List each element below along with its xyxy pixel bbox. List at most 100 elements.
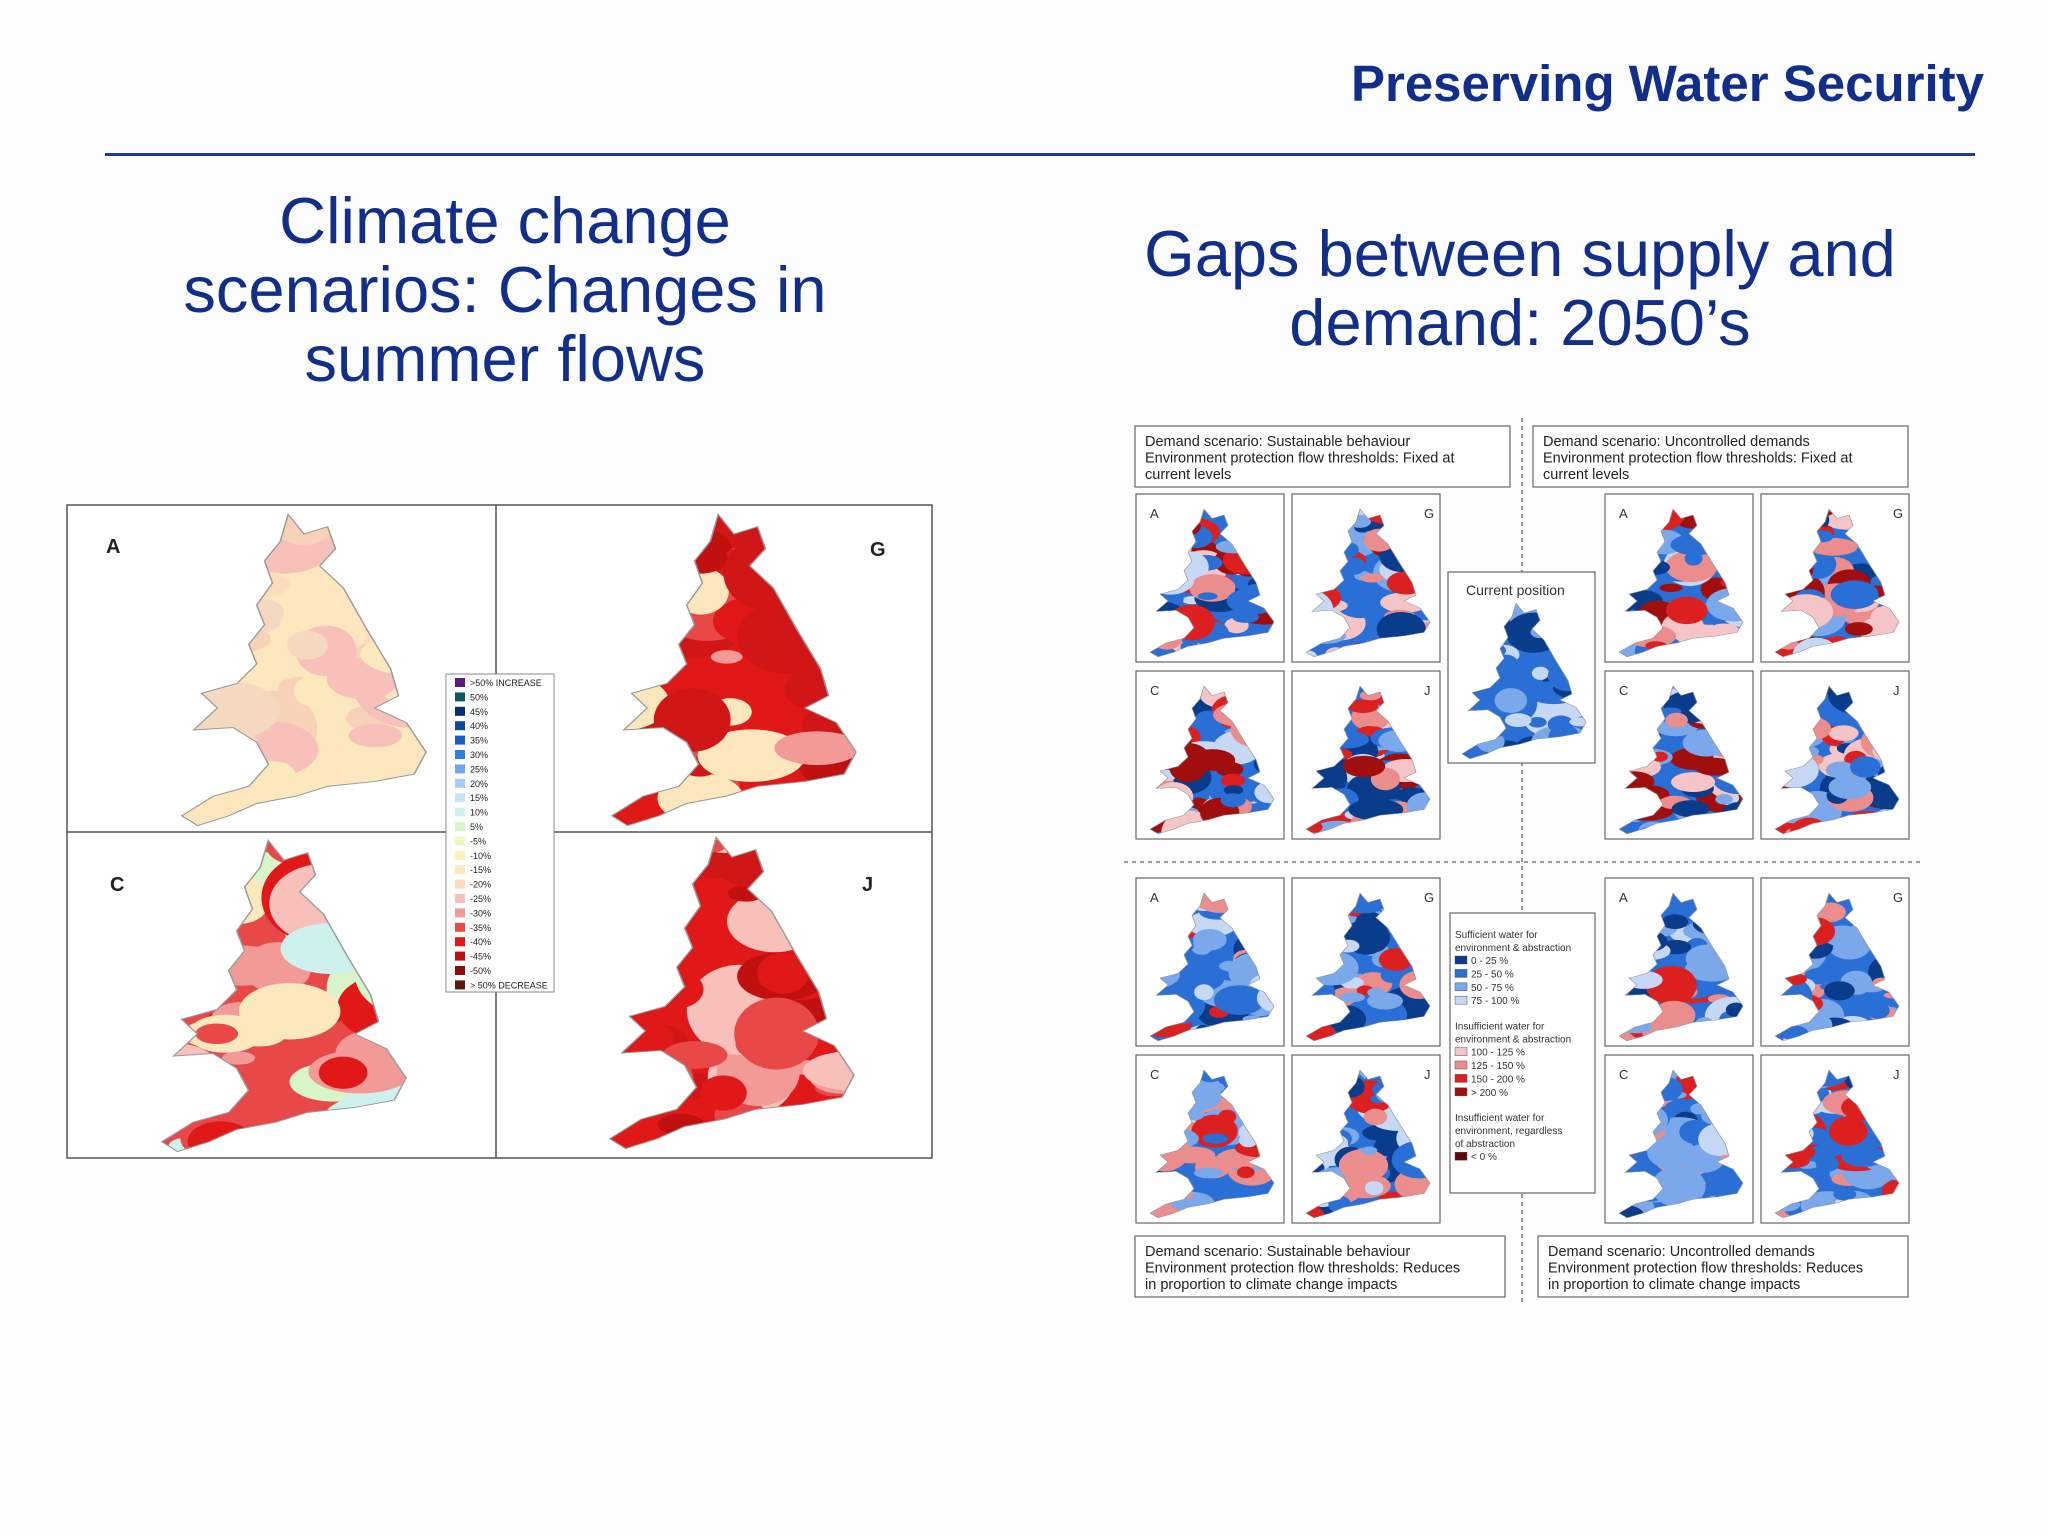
legend-swatch xyxy=(455,922,465,932)
scenario-panel-label: A xyxy=(1150,506,1159,521)
legend-swatch xyxy=(455,822,465,831)
scenario-box-bottom-left: Demand scenario: Sustainable behaviourEn… xyxy=(1134,1235,1506,1298)
legend-swatch xyxy=(1454,969,1468,978)
legend-label: -30% xyxy=(470,908,491,918)
legend-label: 45% xyxy=(470,707,488,717)
svg-text:Demand scenario: Sustainable b: Demand scenario: Sustainable behaviour xyxy=(1145,434,1410,450)
scenario-panel-label: C xyxy=(1150,1067,1159,1082)
title-divider xyxy=(105,153,1975,156)
legend-label: 25% xyxy=(470,764,488,774)
legend-swatch xyxy=(1454,995,1468,1005)
legend-swatch xyxy=(455,750,465,759)
legend-label: 75 - 100 % xyxy=(1471,996,1519,1007)
left-heading: Climate change scenarios: Changes in sum… xyxy=(183,184,827,395)
legend-swatch xyxy=(455,793,465,803)
legend-heading: of abstraction xyxy=(1455,1139,1515,1150)
legend-swatch xyxy=(455,951,465,961)
legend-swatch xyxy=(455,692,465,702)
scenario-panel-label: A xyxy=(1619,506,1628,521)
svg-text:Demand scenario: Uncontrolled: Demand scenario: Uncontrolled demands xyxy=(1548,1244,1815,1260)
svg-text:Environment protection flow th: Environment protection flow thresholds: … xyxy=(1145,451,1454,467)
legend-label: -40% xyxy=(470,937,491,947)
legend-swatch xyxy=(455,850,465,860)
legend-swatch xyxy=(455,721,465,731)
legend-label: 125 - 150 % xyxy=(1471,1061,1525,1072)
slide-title: Preserving Water Security xyxy=(1350,55,1984,112)
legend-swatch xyxy=(455,735,465,745)
summer-flow-panel-label: J xyxy=(862,874,873,896)
legend-label: 40% xyxy=(470,721,488,731)
legend-heading: Insufficient water for xyxy=(1455,1113,1545,1124)
legend-swatch xyxy=(455,807,465,817)
legend-label: -35% xyxy=(470,923,491,933)
legend-swatch xyxy=(455,966,465,975)
legend-label: -50% xyxy=(470,966,491,976)
scenario-box-top-right: Demand scenario: Uncontrolled demandsEnv… xyxy=(1532,425,1909,488)
svg-text:Environment protection flow th: Environment protection flow thresholds: … xyxy=(1548,1261,1863,1277)
legend-swatch xyxy=(1454,1087,1468,1097)
legend-label: -5% xyxy=(470,836,486,846)
svg-text:Environment protection flow th: Environment protection flow thresholds: … xyxy=(1543,451,1852,467)
legend-label: 15% xyxy=(470,793,488,803)
scenario-panel-label: J xyxy=(1424,683,1431,698)
legend-label: -45% xyxy=(470,952,491,962)
svg-text:current levels: current levels xyxy=(1145,467,1231,483)
legend-heading: environment & abstraction xyxy=(1455,943,1571,954)
scenario-panel-label: G xyxy=(1893,890,1903,905)
summer-flow-panel-label: G xyxy=(870,539,886,561)
current-position-label: Current position xyxy=(1466,582,1565,598)
legend-swatch xyxy=(455,836,465,846)
scenario-panel-label: J xyxy=(1893,683,1900,698)
legend-swatch xyxy=(1454,982,1468,992)
legend-swatch xyxy=(455,879,465,889)
legend-heading: Sufficient water for xyxy=(1455,930,1538,941)
legend-label: > 50% DECREASE xyxy=(470,980,548,990)
scenario-box-top-left: Demand scenario: Sustainable behaviourEn… xyxy=(1134,425,1511,488)
legend-swatch xyxy=(455,778,465,788)
legend-swatch xyxy=(455,908,465,918)
scenario-panel-label: G xyxy=(1424,506,1434,521)
legend-heading: Insufficient water for xyxy=(1455,1022,1545,1033)
svg-text:Environment protection flow th: Environment protection flow thresholds: … xyxy=(1145,1261,1460,1277)
legend-label: 100 - 125 % xyxy=(1471,1048,1525,1059)
legend-label: 20% xyxy=(470,779,488,789)
legend-label: > 200 % xyxy=(1471,1088,1508,1099)
legend-label: 25 - 50 % xyxy=(1471,969,1514,980)
legend-swatch xyxy=(1454,1151,1468,1161)
legend-label: -20% xyxy=(470,880,491,890)
legend-heading: environment & abstraction xyxy=(1455,1035,1571,1046)
legend-label: >50% INCREASE xyxy=(470,678,542,688)
legend-swatch xyxy=(455,865,465,875)
legend-heading: environment, regardless xyxy=(1455,1126,1562,1137)
legend-label: 30% xyxy=(470,750,488,760)
summer-flow-panel-label: C xyxy=(110,874,124,896)
legend-label: -15% xyxy=(470,865,491,875)
legend-label: 50% xyxy=(470,692,488,702)
legend-swatch xyxy=(455,764,465,774)
legend-label: 10% xyxy=(470,808,488,818)
scenario-panel-label: J xyxy=(1424,1067,1431,1082)
svg-text:current levels: current levels xyxy=(1543,467,1629,483)
legend-swatch xyxy=(1454,1060,1468,1070)
legend-swatch xyxy=(455,706,465,716)
legend-label: -10% xyxy=(470,851,491,861)
legend-swatch xyxy=(455,894,465,903)
legend-swatch xyxy=(1454,1074,1468,1083)
legend-label: < 0 % xyxy=(1471,1152,1497,1163)
summer-flows-legend: >50% INCREASE 50% 45% 40% 35% 30% 25% 20% 15% 10%… xyxy=(445,673,555,993)
legend-label: 35% xyxy=(470,736,488,746)
legend-label: 150 - 200 % xyxy=(1471,1074,1525,1085)
svg-text:in proportion to climate chang: in proportion to climate change impacts xyxy=(1145,1277,1397,1293)
legend-swatch xyxy=(455,678,465,687)
legend-swatch xyxy=(455,937,465,947)
scenario-panel-label: A xyxy=(1150,890,1159,905)
scenario-panel-label: C xyxy=(1150,683,1159,698)
scenario-panel-label: G xyxy=(1424,890,1434,905)
legend-label: 0 - 25 % xyxy=(1471,956,1508,967)
svg-text:in proportion to climate chang: in proportion to climate change impacts xyxy=(1548,1277,1800,1293)
legend-swatch xyxy=(1454,955,1468,965)
scenario-panel-label: G xyxy=(1893,506,1903,521)
supply-demand-legend: Sufficient water for environment & abstra… xyxy=(1449,912,1596,1194)
right-heading: Gaps between supply and demand: 2050’s xyxy=(1144,217,1896,359)
scenario-panel-label: C xyxy=(1619,683,1628,698)
